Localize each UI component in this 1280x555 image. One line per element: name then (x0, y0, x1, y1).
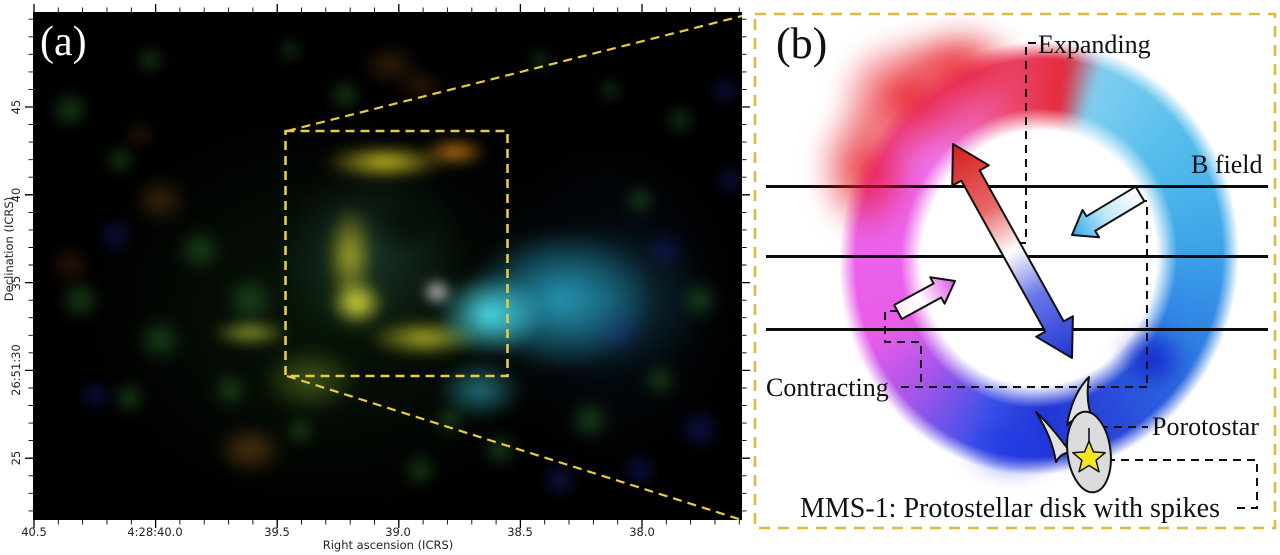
xtick-label: 4:28:40.0 (127, 525, 183, 539)
ytick-label: 45 (9, 99, 23, 115)
xtick-label: 38.5 (507, 525, 533, 539)
protostar-label: Porotostar (1152, 412, 1259, 441)
ytick-label: 26:51:30 (9, 344, 23, 396)
xtick-label: 39.5 (264, 525, 290, 539)
false-color-emission-map (33, 12, 742, 520)
b-field-line-3 (766, 328, 1268, 331)
y-axis-title: Declination (ICRS) (2, 196, 16, 302)
expanding-label: Expanding (1038, 30, 1151, 59)
xtick-label: 39.0 (385, 525, 411, 539)
xtick-label: 40.5 (21, 525, 47, 539)
x-axis-title: Right ascension (ICRS) (322, 538, 454, 552)
dark-blue-lobe-blob (1102, 312, 1202, 407)
panel-a-image (33, 12, 742, 520)
panel-b-caption: MMS-1: Protostellar disk with spikes (799, 493, 1220, 524)
b-field-line-2 (766, 255, 1268, 258)
b-field-label: B field (1191, 150, 1263, 179)
blue-lobe-blob (945, 398, 1080, 498)
ytick-label: 25 (9, 450, 23, 466)
panel-b-label: (b) (776, 19, 828, 68)
contracting-label: Contracting (766, 373, 889, 402)
panel-a-label: (a) (40, 19, 87, 65)
red-lobe-blob (808, 16, 1023, 251)
xtick-label: 38.0 (629, 525, 655, 539)
